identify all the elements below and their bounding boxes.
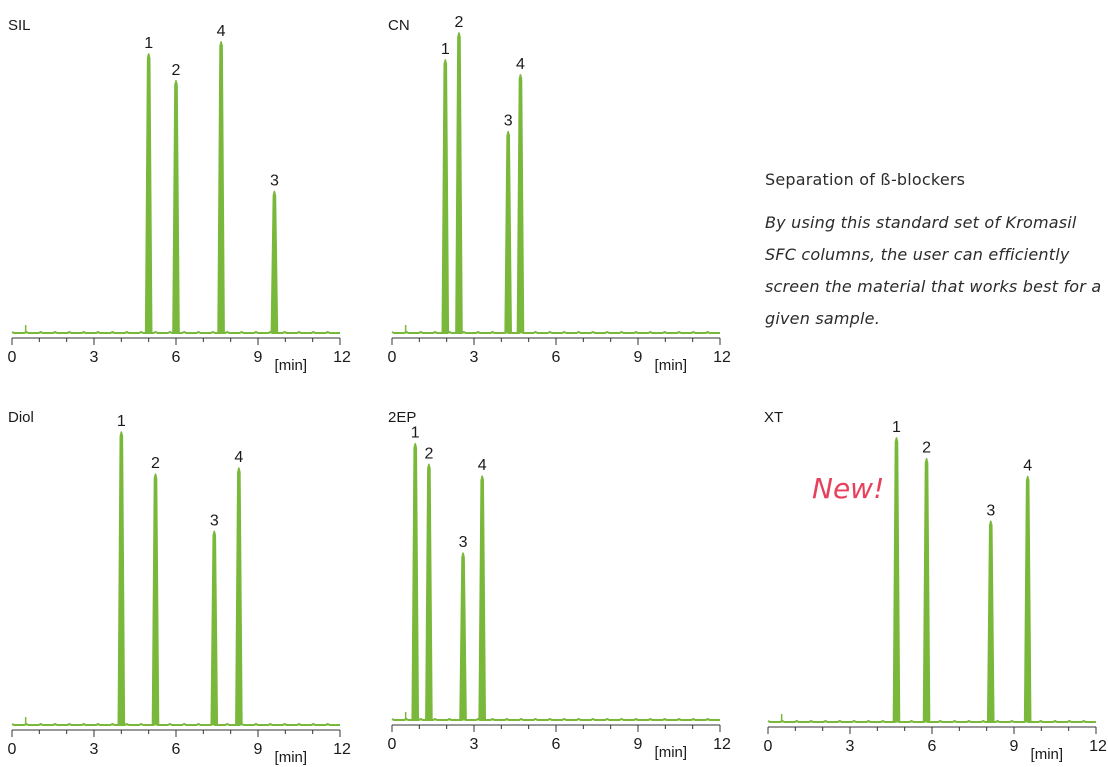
chromatogram-2ep: 2EP 0 3 6 9 12 [min] 12 3 4 xyxy=(388,409,731,761)
tick-label: 12 xyxy=(1089,738,1107,755)
peak-label: 4 xyxy=(1023,458,1032,475)
peak-2 xyxy=(425,463,433,721)
peak-4 xyxy=(235,467,243,726)
peak-3 xyxy=(504,130,512,334)
tick-label: 9 xyxy=(634,349,643,366)
peak-label: 2 xyxy=(151,455,160,472)
peak-3 xyxy=(210,530,219,726)
tick-label: 0 xyxy=(8,349,17,366)
tick-label: 12 xyxy=(713,736,731,753)
tick-label: 3 xyxy=(470,349,479,366)
description-panel: Separation of ß-blockers By using this s… xyxy=(765,170,1105,335)
peak-label: 2 xyxy=(455,14,464,31)
tick-label: 3 xyxy=(846,738,855,755)
peak-label: 4 xyxy=(478,457,487,474)
peak-label: 3 xyxy=(504,113,513,130)
peak-1 xyxy=(441,59,450,334)
peak-label: 1 xyxy=(144,35,153,52)
description-body: By using this standard set of Kromasil S… xyxy=(765,213,1102,328)
tick-label: 0 xyxy=(388,736,397,753)
peak-label: 2 xyxy=(172,62,181,79)
tick-label: 9 xyxy=(254,741,263,758)
tick-label: 3 xyxy=(90,741,99,758)
tick-label: 12 xyxy=(333,741,351,758)
peak-label: 2 xyxy=(424,445,433,462)
baseline-trace xyxy=(767,719,1096,723)
tick-label: 6 xyxy=(552,736,561,753)
peak-4 xyxy=(217,41,225,334)
tick-label: 0 xyxy=(8,741,17,758)
tick-label: 3 xyxy=(470,736,479,753)
tick-label: 12 xyxy=(333,349,351,366)
baseline-trace xyxy=(391,717,720,721)
tick-label: 12 xyxy=(713,349,731,366)
tick-label: 6 xyxy=(928,738,937,755)
tick-label: 6 xyxy=(172,741,181,758)
peak-1 xyxy=(144,53,153,334)
peak-2 xyxy=(172,80,180,334)
peak-2 xyxy=(922,457,931,723)
chart-title: 2EP xyxy=(388,409,416,426)
chart-title: Diol xyxy=(8,409,34,426)
peak-label: 4 xyxy=(516,56,525,73)
peak-label: 1 xyxy=(892,419,901,436)
new-badge: New! xyxy=(812,472,885,505)
chart-title: XT xyxy=(764,409,783,426)
peak-3 xyxy=(986,520,995,723)
tick-label: 9 xyxy=(634,736,643,753)
peak-4 xyxy=(516,74,525,334)
chart-title: SIL xyxy=(8,17,31,34)
chart-title: CN xyxy=(388,17,410,34)
tick-label: 9 xyxy=(1010,738,1019,755)
peak-1 xyxy=(411,442,420,721)
peak-4 xyxy=(478,475,486,721)
peak-label: 1 xyxy=(411,425,420,442)
tick-label: 3 xyxy=(90,349,99,366)
peak-3 xyxy=(459,552,467,721)
description-title: Separation of ß-blockers xyxy=(765,170,966,189)
peak-1 xyxy=(117,431,126,726)
baseline-trace xyxy=(11,722,340,726)
peak-label: 3 xyxy=(270,172,279,189)
peak-2 xyxy=(455,32,463,334)
axis-unit: [min] xyxy=(275,357,308,374)
peak-4 xyxy=(1023,475,1032,723)
axis-unit: [min] xyxy=(655,357,688,374)
peak-label: 1 xyxy=(117,413,126,430)
axis-unit: [min] xyxy=(275,749,308,766)
tick-label: 6 xyxy=(552,349,561,366)
baseline-trace xyxy=(391,330,720,334)
peak-label: 4 xyxy=(234,449,243,466)
peak-label: 4 xyxy=(217,23,226,40)
tick-label: 9 xyxy=(254,349,263,366)
tick-label: 0 xyxy=(764,738,773,755)
peak-label: 3 xyxy=(986,502,995,519)
peak-3 xyxy=(270,190,279,334)
chromatogram-cn: CN 0 3 6 9 12 [min] 12 3 4 xyxy=(388,14,731,374)
tick-label: 6 xyxy=(172,349,181,366)
axis-unit: [min] xyxy=(655,744,688,761)
peak-2 xyxy=(151,473,160,726)
peak-1 xyxy=(892,437,901,723)
tick-label: 0 xyxy=(388,349,397,366)
axis-unit: [min] xyxy=(1031,746,1064,763)
peak-label: 3 xyxy=(459,534,468,551)
peak-label: 1 xyxy=(441,41,450,58)
peak-label: 3 xyxy=(210,512,219,529)
peak-label: 2 xyxy=(922,440,931,457)
